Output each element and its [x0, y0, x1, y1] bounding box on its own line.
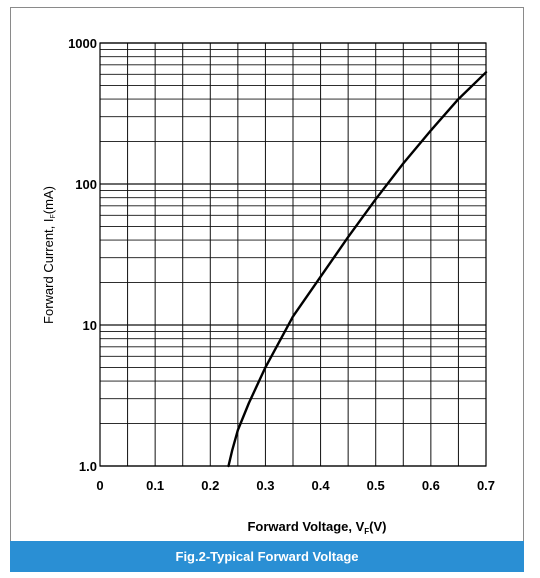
x-tick-label: 0.3	[256, 478, 274, 493]
x-tick-label: 0.6	[422, 478, 440, 493]
y-tick-label: 100	[75, 177, 97, 192]
y-axis-label-subscript: F	[50, 214, 57, 218]
plot-border	[99, 42, 487, 467]
y-tick-label: 1.0	[79, 459, 97, 474]
x-tick-label: 0.4	[312, 478, 331, 493]
y-tick-label: 10	[83, 318, 97, 333]
x-tick-label: 0	[96, 478, 103, 493]
y-axis-label-unit: (mA)	[41, 186, 56, 214]
x-tick-label: 0.5	[367, 478, 385, 493]
x-tick-label: 0.7	[477, 478, 495, 493]
x-tick-label: 0.2	[201, 478, 219, 493]
x-axis-label-main: Forward Voltage, V	[247, 519, 364, 534]
forward-voltage-curve	[227, 71, 488, 468]
x-axis-label: Forward Voltage, VF(V)	[247, 519, 386, 536]
y-axis-label-main: Forward Current, I	[41, 218, 56, 323]
figure-caption: Fig.2-Typical Forward Voltage	[175, 549, 359, 564]
figure-frame	[10, 7, 524, 572]
x-axis-label-unit: (V)	[369, 519, 386, 534]
x-axis-label-subscript: F	[364, 527, 369, 536]
y-axis-label: Forward Current, IF(mA)	[41, 186, 57, 324]
y-tick-label: 1000	[68, 36, 97, 51]
x-tick-label: 0.1	[146, 478, 164, 493]
figure-caption-bar: Fig.2-Typical Forward Voltage	[10, 541, 524, 572]
